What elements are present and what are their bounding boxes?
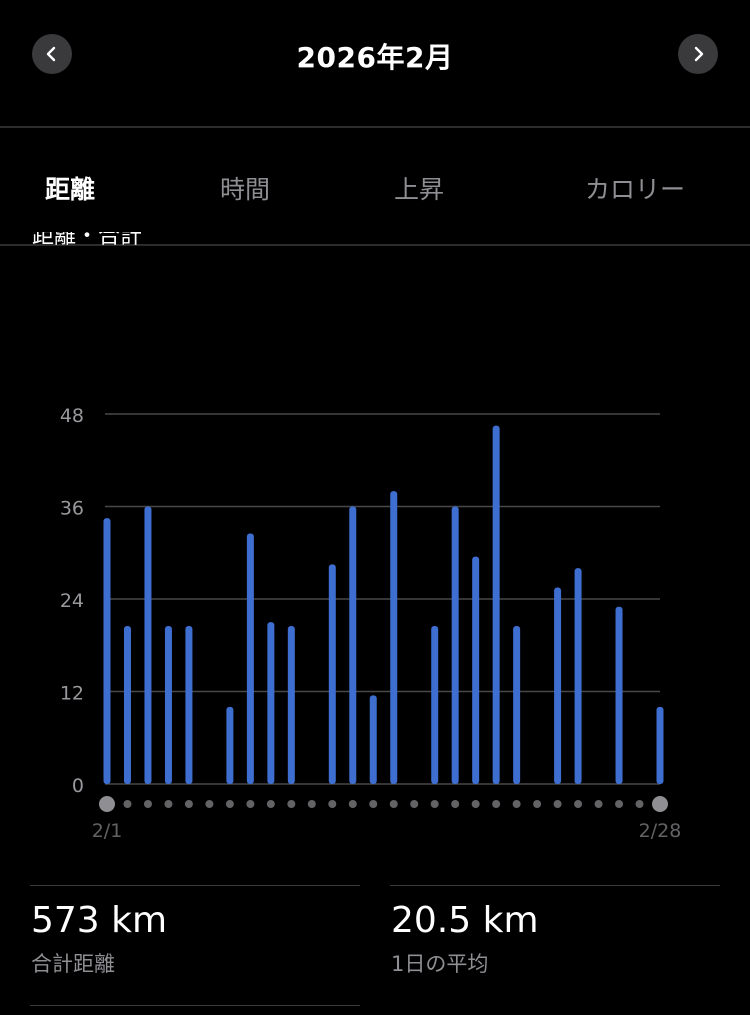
day-dot xyxy=(430,800,439,808)
range-handle xyxy=(99,796,115,812)
day-dot xyxy=(451,800,460,808)
tab-distance[interactable]: 距離 xyxy=(45,175,96,204)
range-handle xyxy=(652,796,668,812)
stat-divider xyxy=(30,1005,360,1006)
day-dot xyxy=(635,800,644,808)
day-dot xyxy=(492,800,501,808)
distance-chart: 0 12 24 36 48 2/1 2/28 xyxy=(0,380,750,860)
section-label: 距離・合計 xyxy=(32,232,192,248)
bar xyxy=(123,625,131,784)
daily-average-value: 20.5 km xyxy=(391,900,539,941)
next-month-button[interactable] xyxy=(678,34,718,74)
y-tick-label: 36 xyxy=(60,498,84,520)
day-dot xyxy=(266,800,275,808)
bar xyxy=(431,625,439,784)
day-dot xyxy=(143,800,152,808)
day-dot xyxy=(512,800,521,808)
day-dot xyxy=(369,800,378,808)
bar xyxy=(656,706,664,784)
bar xyxy=(451,506,459,784)
tab-elevation[interactable]: 上昇 xyxy=(394,175,445,204)
bar xyxy=(267,622,275,784)
tab-calories[interactable]: カロリー xyxy=(585,175,686,204)
chevron-right-icon xyxy=(694,46,704,62)
prev-month-button[interactable] xyxy=(32,34,72,74)
chevron-left-icon xyxy=(46,46,56,62)
bar xyxy=(328,564,336,784)
bar xyxy=(369,695,377,784)
bar xyxy=(615,606,623,784)
day-dot xyxy=(164,800,173,808)
bar xyxy=(144,506,152,784)
stat-divider xyxy=(30,885,360,886)
bar xyxy=(574,568,582,784)
day-dot xyxy=(471,800,480,808)
bar xyxy=(246,533,254,784)
distance-bar-chart: 0 12 24 36 48 2/1 2/28 xyxy=(60,405,682,842)
day-dot xyxy=(553,800,562,808)
day-dot xyxy=(348,800,357,808)
bar xyxy=(472,556,480,784)
bar xyxy=(349,506,357,784)
day-dot xyxy=(123,800,132,808)
total-distance-value: 573 km xyxy=(31,900,168,941)
x-tick-label: 2/1 xyxy=(92,820,123,842)
day-dot xyxy=(389,800,398,808)
month-title: 2026年2月 xyxy=(296,41,454,74)
y-tick-label: 24 xyxy=(60,590,84,612)
day-dot xyxy=(307,800,316,808)
day-dot xyxy=(615,800,624,808)
daily-average-label: 1日の平均 xyxy=(391,952,489,976)
day-dot xyxy=(205,800,214,808)
day-dot xyxy=(410,800,419,808)
bar xyxy=(287,625,295,784)
day-dot xyxy=(594,800,603,808)
bar xyxy=(226,706,234,784)
bar xyxy=(185,625,193,784)
tab-time[interactable]: 時間 xyxy=(220,175,271,204)
day-dot xyxy=(287,800,296,808)
day-dot xyxy=(184,800,193,808)
stat-divider xyxy=(390,885,720,886)
bar xyxy=(513,625,521,784)
bar xyxy=(554,587,562,784)
bar xyxy=(492,425,500,784)
bar xyxy=(390,491,398,784)
y-tick-label: 12 xyxy=(60,683,84,705)
x-tick-label: 2/28 xyxy=(639,820,682,842)
total-distance-label: 合計距離 xyxy=(31,952,115,976)
day-dot xyxy=(225,800,234,808)
day-dot xyxy=(246,800,255,808)
day-dot xyxy=(533,800,542,808)
y-tick-label: 0 xyxy=(72,775,84,797)
y-tick-label: 48 xyxy=(60,405,84,427)
day-dot xyxy=(328,800,337,808)
day-dot xyxy=(574,800,583,808)
bar xyxy=(103,518,111,784)
metric-tabs: 距離 時間 上昇 カロリー xyxy=(0,130,750,246)
header: 2026年2月 xyxy=(0,0,750,128)
bar xyxy=(164,625,172,784)
section-label-text: 距離・合計 xyxy=(32,232,143,248)
